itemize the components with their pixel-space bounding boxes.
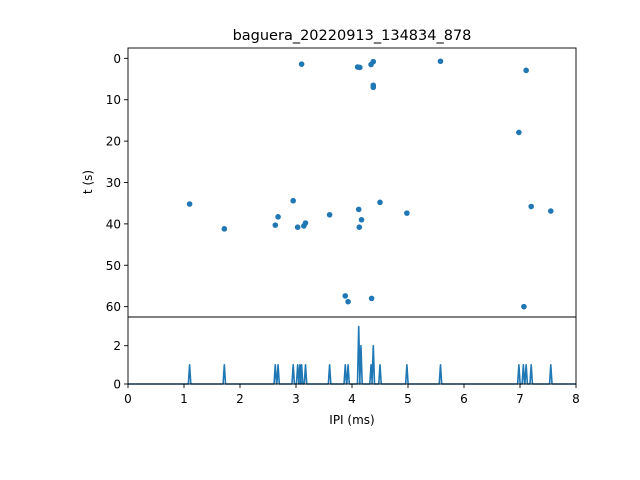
scatter-y-label: t (s) xyxy=(81,170,95,194)
scatter-point xyxy=(355,206,362,213)
scatter-point xyxy=(186,201,193,207)
histogram-line xyxy=(128,325,576,385)
histogram-x-tick-label: 2 xyxy=(236,392,244,406)
scatter-point xyxy=(548,208,554,214)
scatter-point xyxy=(377,199,383,206)
histogram-x-tick-label: 8 xyxy=(572,392,580,406)
scatter-point xyxy=(221,226,228,232)
histogram-y-ticks: 02 xyxy=(113,339,128,392)
histogram-x-tick-label: 6 xyxy=(460,392,468,406)
scatter-point xyxy=(302,220,309,226)
scatter-point xyxy=(523,67,529,74)
scatter-y-tick-label: 50 xyxy=(106,259,121,273)
histogram-x-tick-label: 7 xyxy=(516,392,524,406)
scatter-y-tick-label: 0 xyxy=(113,52,121,66)
scatter-point xyxy=(272,222,279,228)
scatter-point xyxy=(370,84,377,91)
scatter-point xyxy=(358,216,365,223)
histogram-frame xyxy=(127,316,577,385)
scatter-point xyxy=(357,64,363,71)
scatter-point xyxy=(404,210,410,216)
histogram-x-tick-label: 1 xyxy=(180,392,188,406)
scatter-points xyxy=(186,58,554,310)
histogram-x-ticks: 0 1 2 3 4 5 6 7 8 xyxy=(124,384,580,406)
scatter-point xyxy=(298,61,305,67)
scatter-point xyxy=(437,58,444,65)
chart-title: baguera_20220913_134834_878 xyxy=(233,28,472,44)
histogram-y-tick-label: 2 xyxy=(113,339,121,353)
scatter-frame xyxy=(127,47,577,318)
scatter-point xyxy=(342,293,349,299)
scatter-point xyxy=(345,298,351,305)
scatter-y-tick-label: 10 xyxy=(106,93,121,107)
scatter-point xyxy=(528,203,534,210)
scatter-point xyxy=(294,224,301,230)
scatter-axes: baguera_20220913_134834_878 0 10 20 30 40 50 6… xyxy=(81,28,577,318)
scatter-point xyxy=(356,224,363,230)
histogram-x-tick-label: 0 xyxy=(124,392,132,406)
scatter-point xyxy=(275,214,281,220)
scatter-point xyxy=(290,197,297,204)
scatter-point xyxy=(370,58,377,65)
scatter-y-ticks: 0 10 20 30 40 50 60 xyxy=(106,52,128,314)
histogram-x-label: IPI (ms) xyxy=(329,413,374,427)
scatter-y-tick-label: 40 xyxy=(106,217,121,231)
histogram-x-tick-label: 4 xyxy=(348,392,356,406)
histogram-y-tick-label: 0 xyxy=(113,378,121,392)
scatter-point xyxy=(516,129,522,136)
scatter-y-tick-label: 20 xyxy=(106,135,121,149)
scatter-y-tick-label: 30 xyxy=(106,176,121,190)
histogram-x-tick-label: 3 xyxy=(292,392,300,406)
scatter-y-tick-label: 60 xyxy=(106,300,121,314)
histogram-x-tick-label: 5 xyxy=(404,392,412,406)
scatter-point xyxy=(521,303,527,310)
scatter-point xyxy=(326,211,333,218)
scatter-point xyxy=(368,295,375,302)
